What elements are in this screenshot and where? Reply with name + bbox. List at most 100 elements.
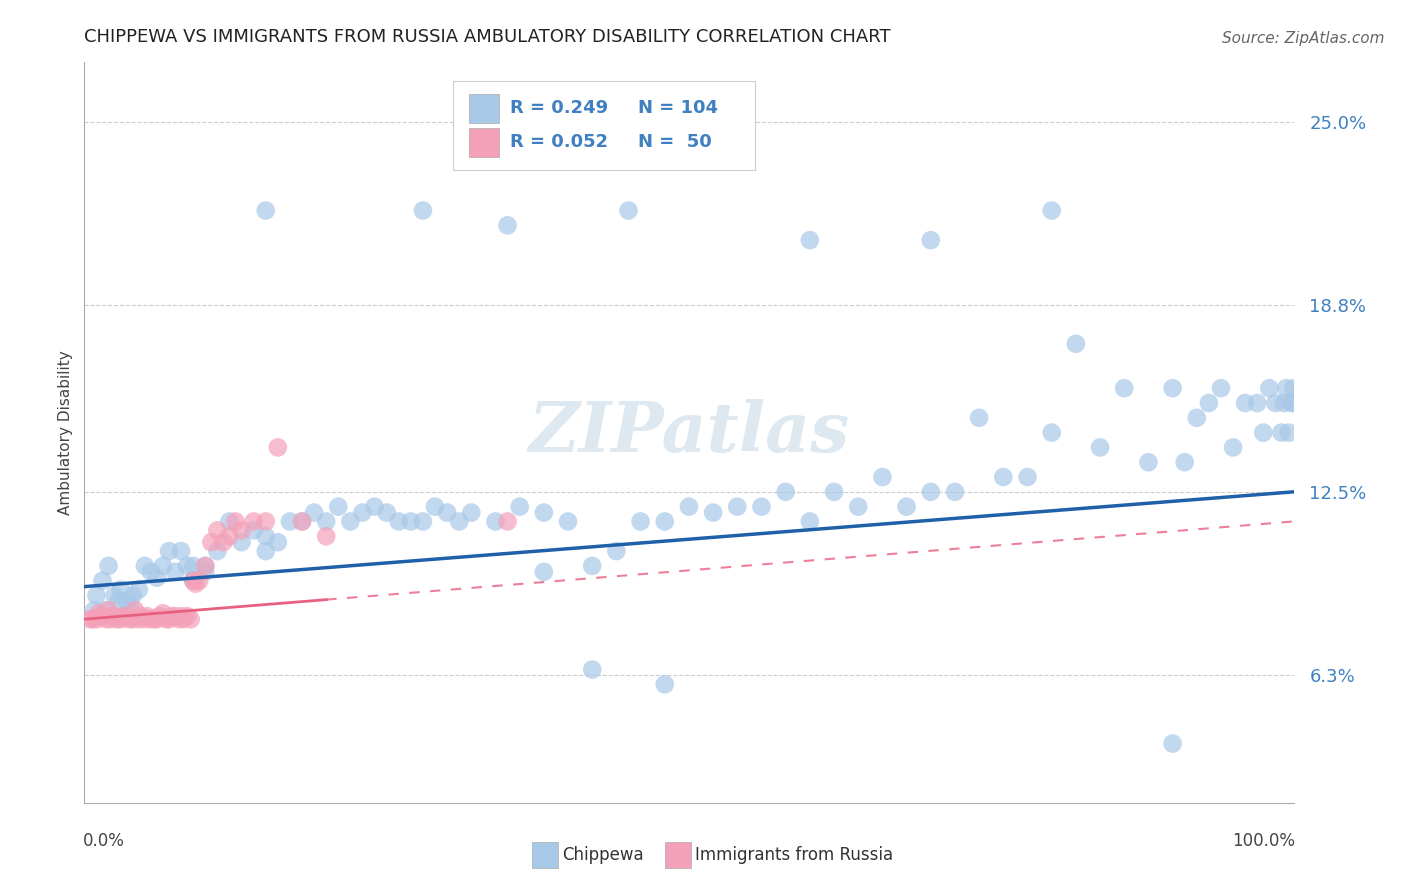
- Point: [146, 571, 169, 585]
- Point: [231, 524, 253, 538]
- Point: [254, 515, 277, 529]
- Point: [1270, 425, 1292, 440]
- Point: [1272, 396, 1295, 410]
- Point: [188, 574, 211, 588]
- Point: [399, 515, 422, 529]
- Point: [363, 500, 385, 514]
- Point: [107, 594, 129, 608]
- Point: [181, 574, 204, 588]
- Point: [605, 544, 627, 558]
- Point: [1275, 381, 1298, 395]
- Point: [1264, 396, 1286, 410]
- FancyBboxPatch shape: [453, 81, 755, 169]
- Point: [1040, 203, 1063, 218]
- Point: [207, 544, 229, 558]
- Point: [100, 612, 122, 626]
- Point: [212, 535, 235, 549]
- Point: [1185, 410, 1208, 425]
- Point: [143, 612, 166, 626]
- Point: [1088, 441, 1111, 455]
- Point: [702, 506, 724, 520]
- Point: [846, 500, 869, 514]
- Point: [110, 582, 132, 597]
- Point: [167, 612, 190, 626]
- Point: [176, 558, 198, 573]
- Point: [496, 515, 519, 529]
- Point: [1282, 396, 1305, 410]
- Point: [1017, 470, 1039, 484]
- Point: [1246, 396, 1268, 410]
- Point: [278, 515, 301, 529]
- Point: [1258, 381, 1281, 395]
- Point: [617, 203, 640, 218]
- FancyBboxPatch shape: [468, 94, 499, 123]
- Point: [1137, 455, 1160, 469]
- Point: [86, 589, 108, 603]
- Point: [254, 544, 277, 558]
- Point: [139, 612, 162, 626]
- Point: [967, 410, 990, 425]
- Point: [152, 607, 174, 621]
- Point: [181, 574, 204, 588]
- Point: [412, 203, 434, 218]
- Point: [87, 607, 110, 621]
- Point: [128, 582, 150, 597]
- Point: [124, 603, 146, 617]
- Point: [581, 663, 603, 677]
- Point: [129, 609, 152, 624]
- Point: [375, 506, 398, 520]
- Point: [242, 524, 264, 538]
- Point: [97, 603, 120, 617]
- Point: [194, 565, 217, 579]
- Point: [352, 506, 374, 520]
- Point: [1114, 381, 1136, 395]
- Point: [1278, 425, 1301, 440]
- Point: [115, 609, 138, 624]
- Point: [112, 609, 135, 624]
- Point: [97, 558, 120, 573]
- Text: R = 0.249: R = 0.249: [510, 99, 609, 118]
- Point: [557, 515, 579, 529]
- Point: [799, 515, 821, 529]
- Point: [1198, 396, 1220, 410]
- Point: [181, 558, 204, 573]
- Point: [110, 612, 132, 626]
- Point: [180, 612, 202, 626]
- Point: [225, 515, 247, 529]
- Point: [484, 515, 506, 529]
- Point: [920, 484, 942, 499]
- Point: [449, 515, 471, 529]
- Point: [118, 612, 141, 626]
- Point: [128, 612, 150, 626]
- Point: [630, 515, 652, 529]
- Point: [1174, 455, 1197, 469]
- Point: [82, 612, 104, 626]
- Point: [242, 515, 264, 529]
- Point: [134, 612, 156, 626]
- Point: [1282, 381, 1305, 395]
- Point: [121, 589, 143, 603]
- Point: [83, 603, 105, 617]
- Point: [872, 470, 894, 484]
- Point: [1040, 425, 1063, 440]
- Point: [943, 484, 966, 499]
- Point: [993, 470, 1015, 484]
- Point: [423, 500, 446, 514]
- Point: [104, 609, 127, 624]
- Point: [799, 233, 821, 247]
- Point: [654, 677, 676, 691]
- Text: CHIPPEWA VS IMMIGRANTS FROM RUSSIA AMBULATORY DISABILITY CORRELATION CHART: CHIPPEWA VS IMMIGRANTS FROM RUSSIA AMBUL…: [84, 28, 891, 45]
- Point: [86, 612, 108, 626]
- Point: [194, 558, 217, 573]
- Point: [136, 609, 159, 624]
- Point: [173, 612, 195, 626]
- Point: [751, 500, 773, 514]
- Point: [165, 565, 187, 579]
- Point: [436, 506, 458, 520]
- Point: [460, 506, 482, 520]
- Point: [218, 529, 240, 543]
- Point: [1253, 425, 1275, 440]
- Point: [157, 544, 180, 558]
- Point: [533, 565, 555, 579]
- Point: [1209, 381, 1232, 395]
